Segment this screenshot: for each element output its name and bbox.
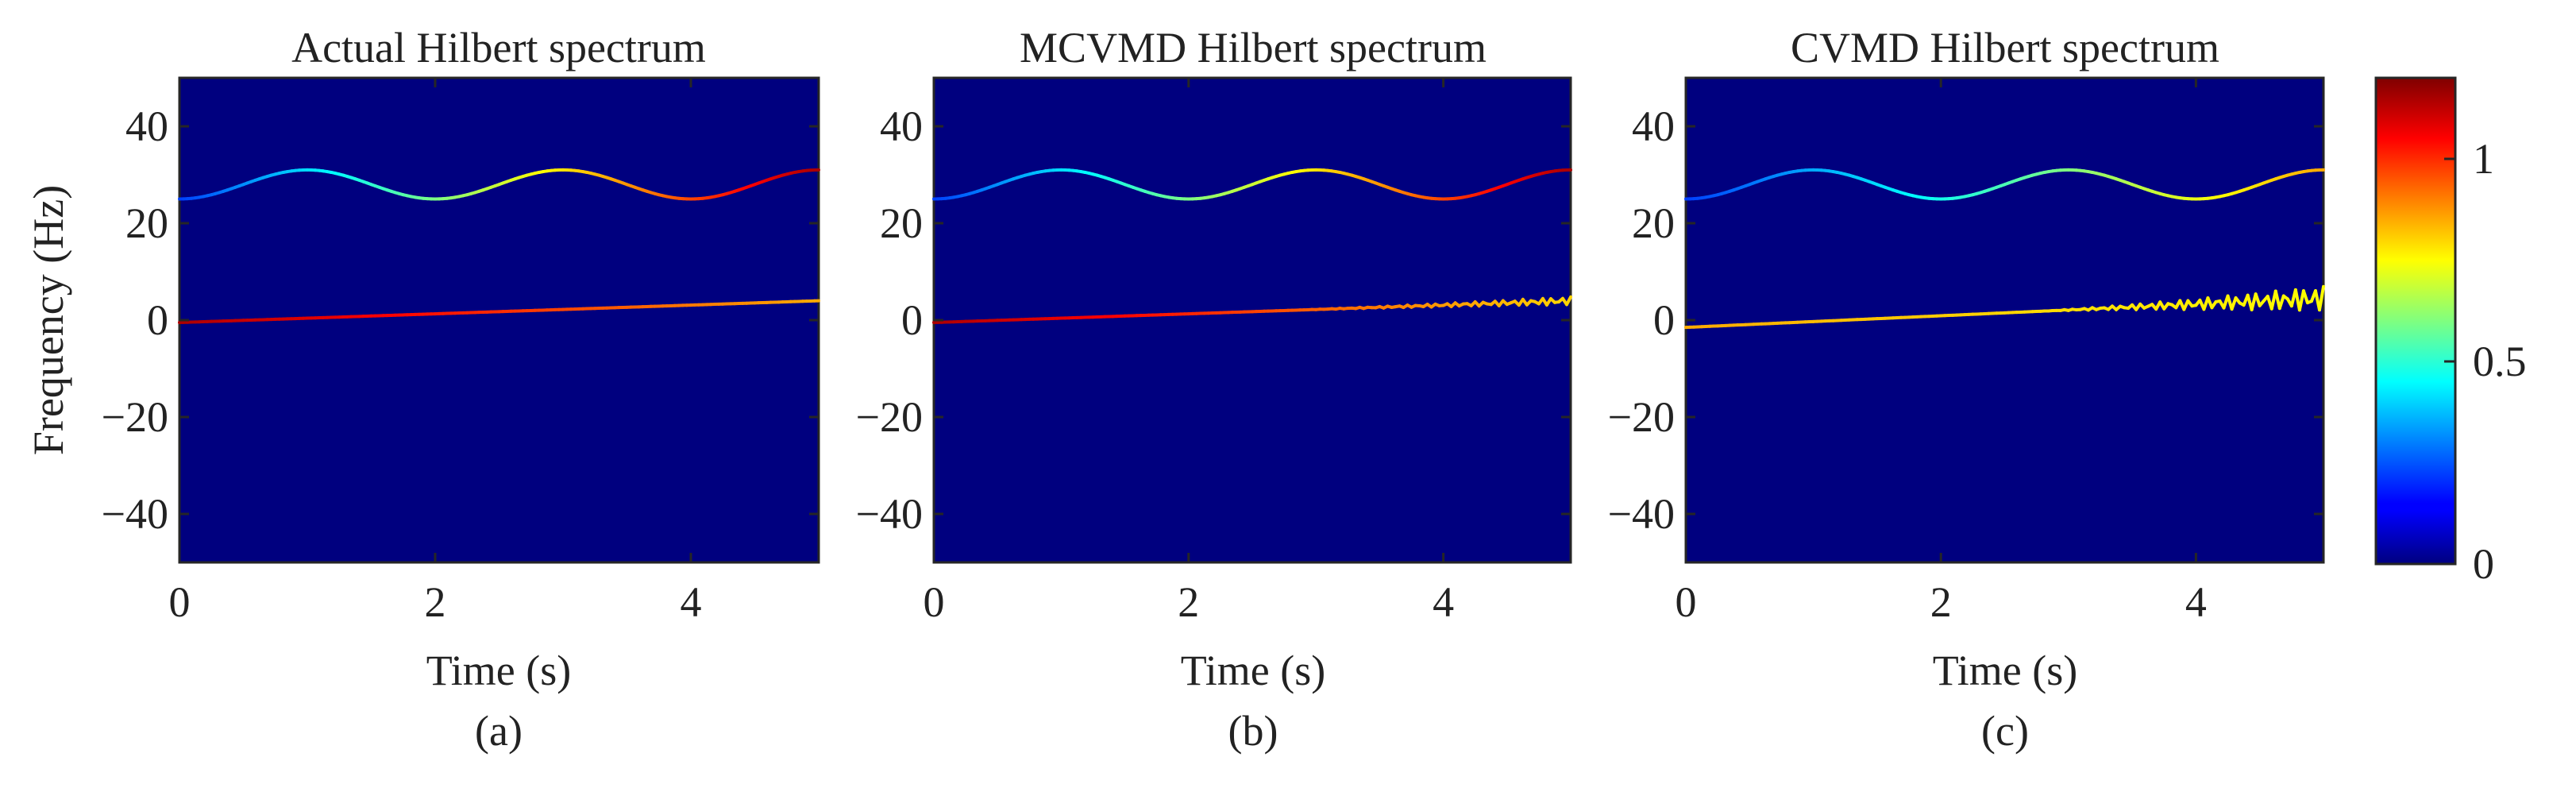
colorbar-tick-label: 0 [2473,540,2494,588]
curve-chirp [178,168,820,201]
chart-title: CVMD Hilbert spectrum [1791,24,2219,71]
x-tick-label: 4 [1433,578,1454,626]
y-tick-label: −40 [1608,490,1675,538]
x-tick-label: 0 [169,578,191,626]
curve-chirp [1684,168,2325,201]
x-tick-label: 4 [2185,578,2207,626]
colorbar-gradient [2374,76,2457,566]
panel-a: Actual Hilbert spectrum Frequency (Hz) 0… [25,24,820,755]
x-axis-label: Time (s) [1181,647,1326,694]
curves-layer [178,168,820,325]
panel-b: MCVMD Hilbert spectrum 0 2 4 40 20 0 −20 −40 T… [856,24,1572,755]
curves-layer [932,168,1572,325]
y-ticks: 40 20 0 −20 −40 [1608,102,2323,538]
curve-trend [178,299,820,325]
x-ticks: 0 2 4 [1676,78,2207,626]
x-axis-label: Time (s) [426,647,572,694]
y-tick-label: −40 [856,490,923,538]
curve-trend [932,295,1572,325]
y-tick-label: 20 [1632,199,1675,247]
y-tick-label: 40 [1632,102,1675,150]
x-tick-label: 2 [425,578,446,626]
y-tick-label: 0 [901,296,923,344]
y-tick-label: 20 [125,199,168,247]
panel-c: CVMD Hilbert spectrum 0 2 4 40 20 0 −20 −40 Ti… [1608,24,2325,755]
y-axis-label: Frequency (Hz) [25,185,72,455]
colorbar: 00.51 [2374,76,2527,588]
x-tick-label: 4 [681,578,702,626]
x-ticks: 0 2 4 [169,78,702,626]
y-tick-label: 0 [147,296,168,344]
y-tick-label: 40 [880,102,923,150]
x-tick-label: 0 [1676,578,1697,626]
y-tick-label: −20 [856,393,923,441]
colorbar-tick-label: 1 [2473,135,2494,183]
x-ticks: 0 2 4 [924,78,1454,626]
y-tick-label: −20 [1608,393,1675,441]
x-tick-label: 0 [924,578,945,626]
panel-caption: (a) [475,707,523,755]
x-tick-label: 2 [1930,578,1952,626]
y-tick-label: 40 [125,102,168,150]
panel-caption: (c) [1981,707,2029,755]
curves-layer [1684,168,2325,330]
colorbar-tick-label: 0.5 [2473,338,2527,385]
y-ticks: 40 20 0 −20 −40 [102,102,819,538]
y-tick-label: 20 [880,199,923,247]
colorbar-ticks: 00.51 [2444,135,2527,588]
curve-trend [1684,284,2325,330]
y-ticks: 40 20 0 −20 −40 [856,102,1571,538]
y-tick-label: −20 [102,393,168,441]
curve-chirp [932,168,1572,201]
chart-title: Actual Hilbert spectrum [291,24,706,71]
panel-caption: (b) [1228,707,1278,755]
chart-title: MCVMD Hilbert spectrum [1020,24,1487,71]
y-tick-label: −40 [102,490,168,538]
y-tick-label: 0 [1653,296,1675,344]
x-tick-label: 2 [1178,578,1199,626]
x-axis-label: Time (s) [1933,647,2078,694]
plot-area [1684,76,2325,564]
